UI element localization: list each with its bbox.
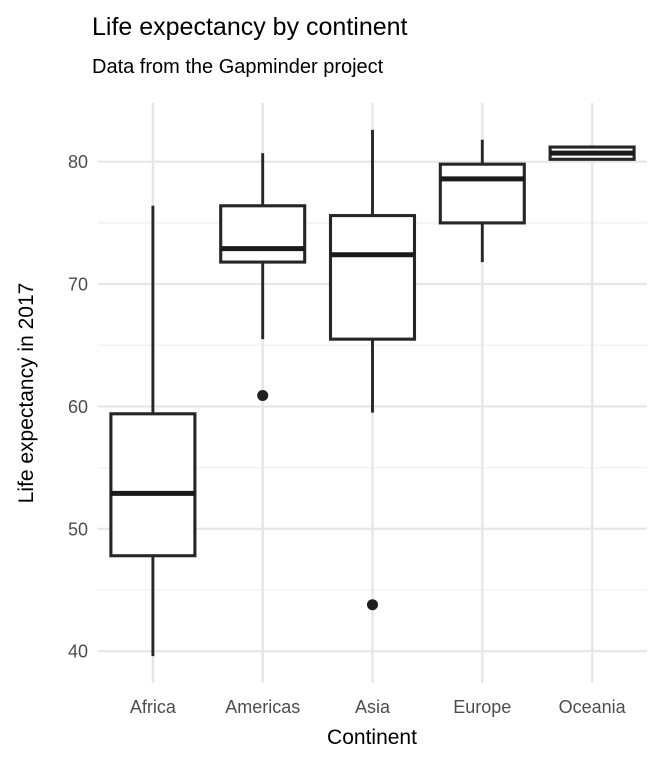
y-tick-label: 40 <box>68 642 88 662</box>
y-tick-label: 70 <box>68 275 88 295</box>
y-tick-label: 60 <box>68 397 88 417</box>
iqr-box <box>328 214 417 341</box>
y-tick-label: 50 <box>68 519 88 539</box>
x-tick-label: Asia <box>355 697 391 717</box>
x-tick-label: Africa <box>130 697 177 717</box>
iqr-box <box>219 204 307 264</box>
x-tick-label: Europe <box>453 697 511 717</box>
chart-title: Life expectancy by continent <box>92 13 408 41</box>
x-tick-label: Americas <box>225 697 300 717</box>
outlier-point <box>257 389 269 401</box>
x-axis-title: Continent <box>327 726 417 749</box>
x-tick-label: Oceania <box>559 697 627 717</box>
y-tick-label: 80 <box>68 152 88 172</box>
chart-subtitle: Data from the Gapminder project <box>92 56 384 78</box>
iqr-box <box>438 162 526 225</box>
iqr-box <box>109 412 197 558</box>
outlier-point <box>367 599 378 611</box>
